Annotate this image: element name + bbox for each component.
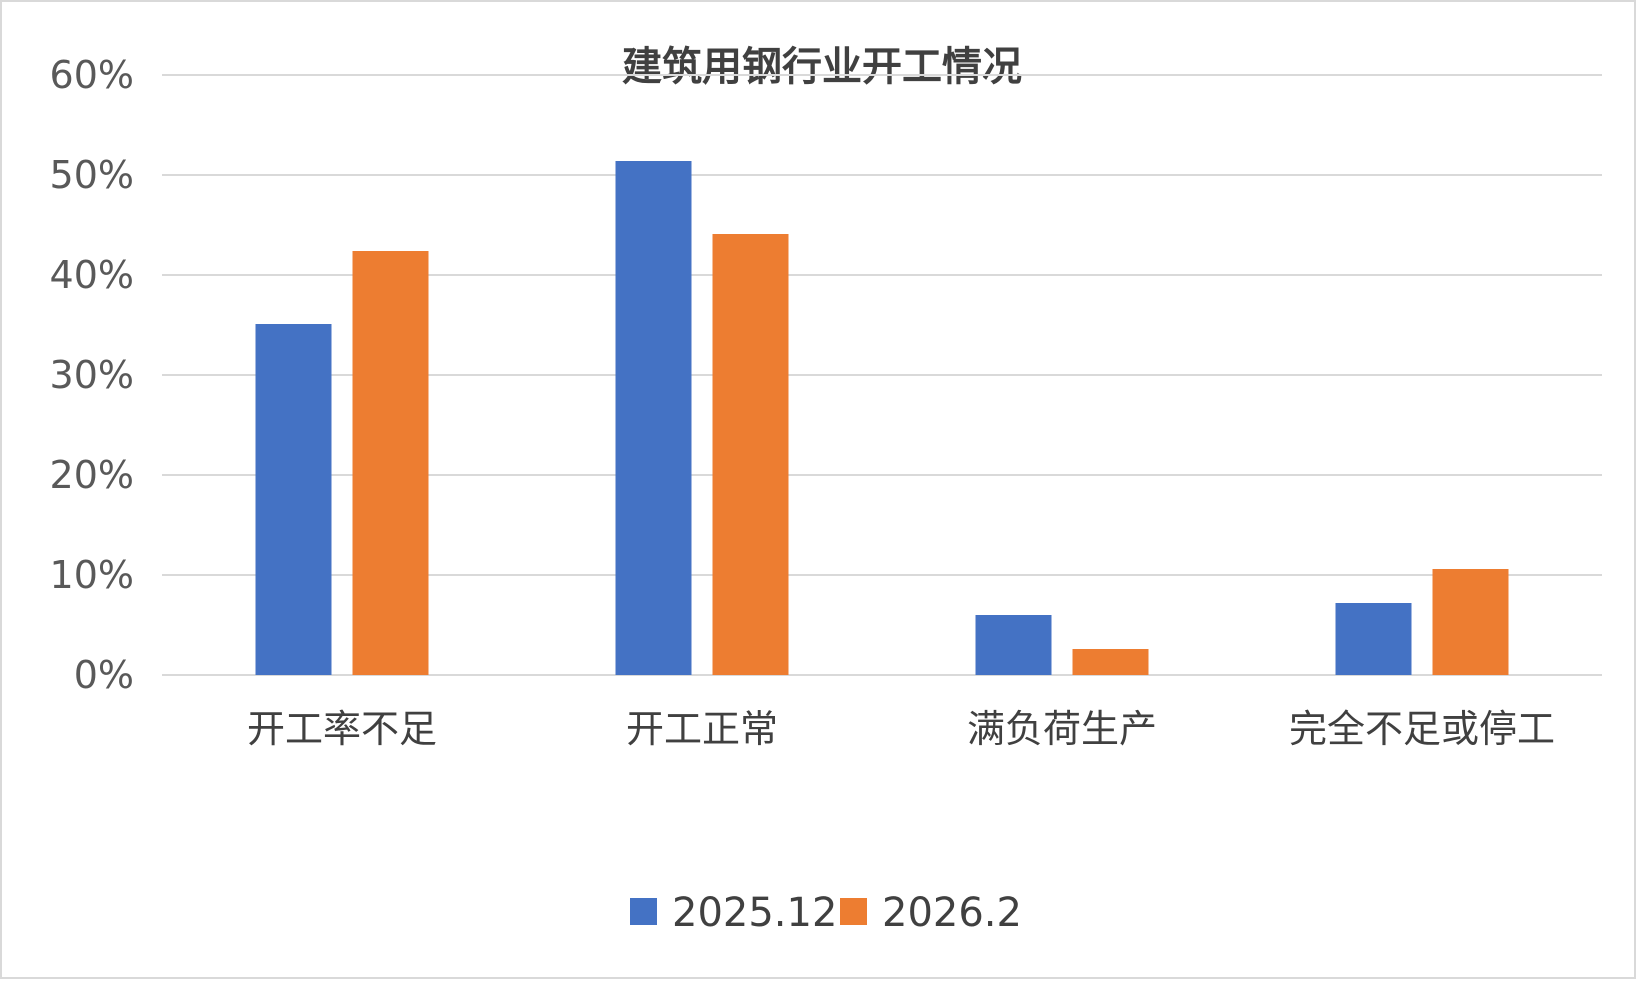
- legend: 2025.12 2026.2: [630, 890, 1022, 936]
- x-category-label: 开工正常: [626, 707, 778, 751]
- x-category-label: 满负荷生产: [967, 707, 1157, 751]
- y-tick-label: 50%: [50, 153, 134, 197]
- chart-title: 建筑用钢行业开工情况: [622, 44, 1022, 90]
- bar-2026.2-满负荷生产: [1072, 649, 1149, 675]
- bar-2025.12-开工正常: [615, 161, 692, 675]
- y-tick-label: 40%: [50, 253, 134, 297]
- x-category-label: 开工率不足: [247, 707, 437, 751]
- legend-label: 2026.2: [882, 890, 1022, 936]
- y-tick-label: 30%: [50, 353, 134, 397]
- x-axis-categories: 开工率不足 开工正常 满负荷生产 完全不足或停工: [247, 707, 1555, 751]
- bar-2026.2-开工率不足: [352, 251, 429, 675]
- bars: [255, 161, 1509, 675]
- bar-2025.12-满负荷生产: [975, 615, 1052, 675]
- y-tick-label: 0%: [74, 653, 134, 697]
- legend-swatch: [630, 898, 657, 925]
- y-tick-label: 10%: [50, 553, 134, 597]
- bar-2026.2-完全不足或停工: [1432, 569, 1509, 675]
- bar-2026.2-开工正常: [712, 234, 789, 675]
- y-tick-label: 60%: [50, 53, 134, 97]
- bar-2025.12-完全不足或停工: [1335, 603, 1412, 675]
- bar-2025.12-开工率不足: [255, 324, 332, 675]
- y-tick-label: 20%: [50, 453, 134, 497]
- y-axis-ticks: 0% 10% 20% 30% 40% 50% 60%: [50, 53, 134, 697]
- legend-label: 2025.12: [672, 890, 837, 936]
- x-category-label: 完全不足或停工: [1289, 707, 1555, 751]
- legend-swatch: [840, 898, 867, 925]
